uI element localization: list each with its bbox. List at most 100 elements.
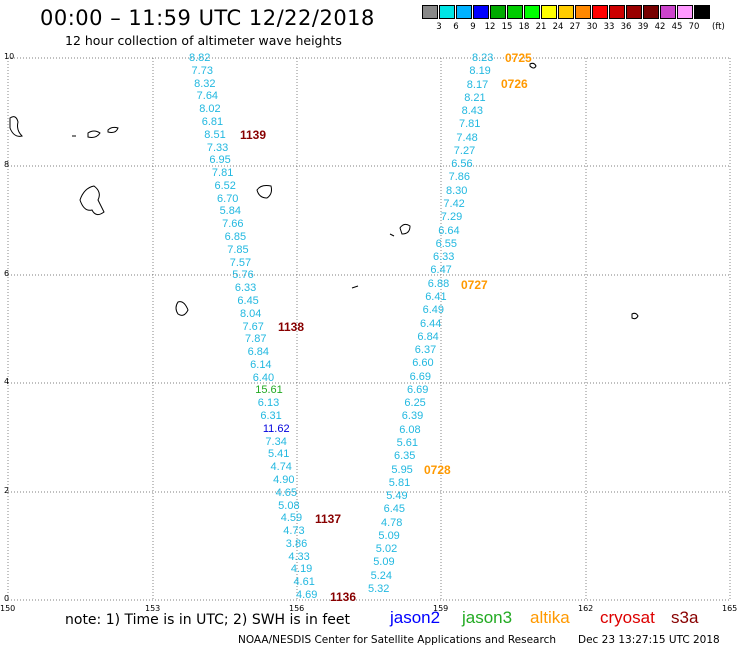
island-outline [399, 223, 411, 235]
wave-height-point: 6.55 [435, 237, 458, 250]
map-title: 00:00 – 11:59 UTC 12/22/2018 [40, 6, 375, 30]
wave-height-point: 8.17 [466, 78, 489, 91]
wave-height-point: 4.61 [293, 576, 315, 589]
colorbar-swatch [439, 5, 455, 19]
wave-height-point: 6.25 [404, 397, 426, 410]
wave-height-point: 6.45 [237, 294, 259, 307]
colorbar-swatch [575, 5, 591, 19]
colorbar-swatch [592, 5, 608, 19]
wave-height-point: 6.47 [430, 264, 452, 277]
wave-height-point: 6.31 [260, 410, 282, 422]
x-tick-label: 153 [145, 604, 161, 613]
wave-height-point: 7.57 [229, 256, 252, 269]
pass-label-red: 1139 [240, 128, 267, 142]
wave-height-point: 5.76 [232, 269, 254, 282]
wave-height-point: 6.84 [417, 330, 439, 343]
colorbar-label: 36 [620, 22, 632, 32]
colorbar-label: 42 [654, 22, 666, 32]
map-grid [7, 57, 731, 601]
wave-height-point: 6.60 [412, 357, 434, 370]
island-outline [9, 116, 23, 137]
y-tick-label: 0 [4, 594, 10, 603]
wave-height-point: 8.32 [194, 77, 216, 90]
colorbar-label: 24 [552, 22, 564, 32]
colorbar-label: 18 [518, 22, 530, 32]
wave-height-point: 4.19 [290, 563, 313, 576]
wave-height-point: 6.69 [407, 383, 429, 396]
wave-height-point: 6.13 [257, 397, 280, 410]
wave-height-point: 6.81 [201, 115, 224, 128]
colorbar-label: 12 [484, 22, 496, 32]
wave-height-point: 3.86 [285, 537, 308, 550]
colorbar-swatch [541, 5, 557, 19]
wave-height-point: 7.85 [227, 243, 249, 256]
wave-height-point: 4.65 [275, 486, 298, 499]
x-tick-label: 165 [722, 604, 738, 613]
island-outline [351, 285, 359, 289]
x-tick-label: 150 [0, 604, 16, 613]
legend-cryosat: cryosat [600, 608, 655, 627]
y-tick-label: 10 [4, 52, 15, 61]
wave-height-point: 6.44 [420, 317, 442, 330]
wave-height-point: 7.34 [265, 435, 287, 448]
island-outlines [9, 62, 639, 320]
wave-height-point: 7.73 [191, 64, 213, 77]
colorbar-unit: (ft) [712, 22, 725, 32]
colorbar-swatch [660, 5, 676, 19]
wave-height-point: 5.81 [388, 476, 411, 489]
wave-height-point: 5.08 [278, 499, 300, 512]
colorbar-label: 45 [671, 22, 683, 32]
x-tick-label: 156 [289, 604, 305, 613]
wave-height-point: 6.84 [247, 346, 270, 359]
colorbar-label: 27 [569, 22, 581, 32]
wave-height-point: 7.64 [196, 90, 219, 103]
pass-label-red: 1136 [330, 590, 357, 604]
colorbar-label: 6 [453, 22, 459, 32]
wave-height-point: 15.61 [255, 384, 283, 397]
wave-height-point: 7.81 [211, 167, 234, 180]
wave-height-point: 4.73 [283, 525, 305, 538]
footnote: note: 1) Time is in UTC; 2) SWH is in fe… [65, 612, 351, 628]
wave-height-point: 7.42 [443, 198, 465, 211]
wave-height-point: 8.21 [464, 91, 486, 104]
wave-height-point: 8.51 [204, 128, 226, 141]
wave-height-point: 6.08 [399, 423, 421, 436]
wave-height-point: 6.88 [427, 277, 450, 290]
colorbar-swatch [473, 5, 489, 19]
wave-height-point: 4.69 [296, 589, 318, 601]
credit-line: NOAA/NESDIS Center for Satellite Applica… [238, 634, 556, 646]
colorbar-swatch [524, 5, 540, 19]
map-subtitle: 12 hour collection of altimeter wave hei… [65, 33, 342, 48]
island-outline [87, 130, 101, 138]
pass-label-red: 1137 [315, 512, 342, 526]
wave-height-point: 7.48 [456, 131, 478, 144]
wave-height-point: 8.82 [189, 52, 211, 64]
wave-height-point: 5.09 [373, 556, 395, 569]
colorbar-label: 70 [688, 22, 700, 32]
colorbar-swatch [558, 5, 574, 19]
pass-label-orange: 0725 [505, 51, 532, 65]
wave-height-point: 6.49 [422, 304, 445, 317]
island-outline [256, 185, 272, 199]
wave-height-point: 5.41 [267, 448, 290, 461]
wave-height-point: 6.39 [401, 410, 424, 423]
wave-height-point: 7.66 [222, 218, 244, 231]
generated-timestamp: Dec 23 13:27:15 UTC 2018 [578, 634, 720, 646]
wave-height-point: 5.24 [370, 569, 393, 582]
colorbar-label: 39 [637, 22, 649, 32]
wave-height-point: 8.19 [469, 65, 491, 78]
wave-height-point: 6.64 [438, 224, 460, 237]
pass-label-orange: 0728 [424, 463, 451, 477]
colorbar-label: 15 [501, 22, 513, 32]
wave-height-point: 6.85 [224, 231, 247, 243]
colorbar-label: 9 [470, 22, 476, 32]
wave-height-point: 6.41 [425, 290, 447, 303]
colorbar-swatch [490, 5, 506, 19]
wave-height-point: 4.59 [280, 512, 303, 525]
colorbar-swatch [694, 5, 710, 19]
y-tick-label: 2 [4, 486, 10, 495]
wave-height-point: 6.56 [451, 158, 473, 171]
wave-height-point: 6.14 [250, 358, 272, 371]
wave-height-point: 4.33 [288, 550, 310, 563]
wave-height-point: 5.95 [391, 463, 413, 476]
